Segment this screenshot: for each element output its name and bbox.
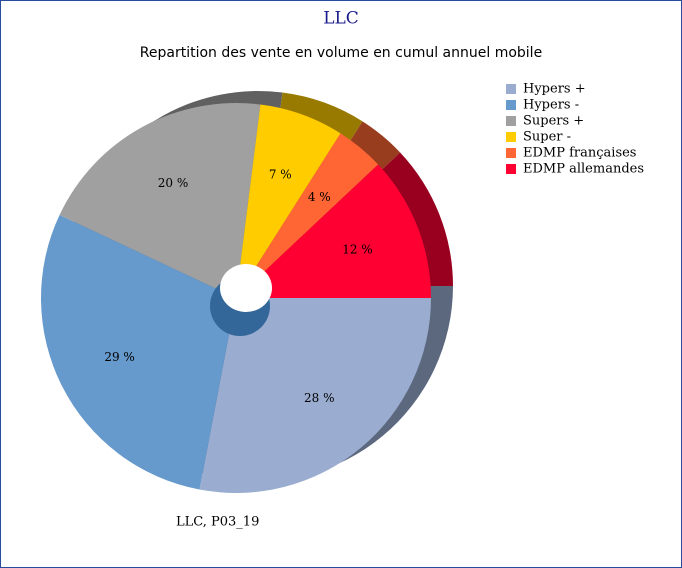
chart-subtitle: Repartition des vente en volume en cumul… (140, 45, 542, 61)
footnote: LLC, P03_19 (176, 515, 259, 530)
legend-swatch (506, 148, 516, 158)
slice (199, 298, 431, 493)
chart-title: LLC (323, 9, 359, 29)
legend-label: Hypers + (523, 82, 586, 97)
data-label: 4 % (308, 190, 331, 204)
legend-label: Super - (523, 130, 571, 145)
legend-label: Supers + (523, 114, 584, 129)
legend-label: EDMP françaises (523, 146, 636, 161)
slice (236, 164, 431, 298)
slice (236, 133, 379, 298)
data-label: 28 % (304, 391, 335, 405)
data-label: 20 % (158, 176, 189, 190)
legend-label: Hypers - (523, 98, 579, 113)
legend-label: EDMP allemandes (523, 162, 644, 177)
legend-swatch (506, 116, 516, 126)
slice (59, 102, 261, 298)
slice (236, 104, 341, 299)
legend-swatch (506, 164, 516, 174)
donut-hole (220, 264, 272, 312)
data-label: 7 % (269, 168, 292, 182)
legend-swatch (506, 100, 516, 110)
data-label: 12 % (342, 242, 373, 256)
slice (40, 214, 236, 490)
data-label: 29 % (104, 350, 135, 364)
legend-swatch (506, 84, 516, 94)
legend-swatch (506, 132, 516, 142)
